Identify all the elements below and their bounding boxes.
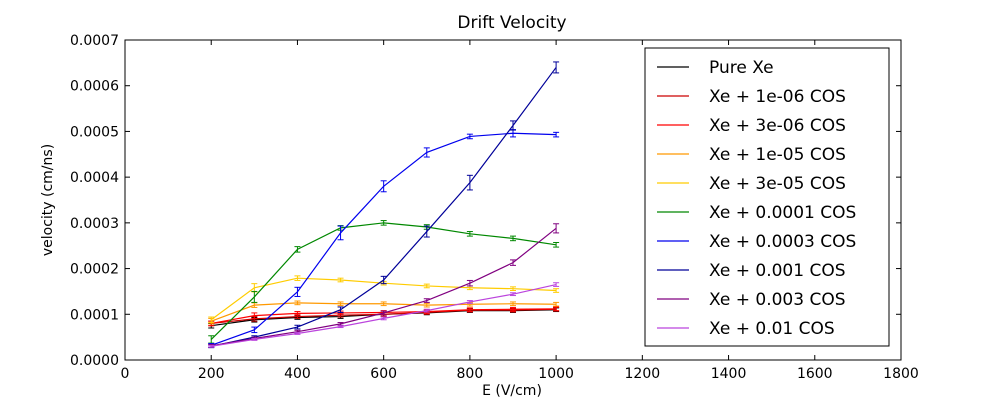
- plot-area: [208, 61, 560, 349]
- legend-label: Xe + 0.001 COS: [709, 261, 846, 281]
- y-tick-label: 0.0003: [70, 216, 119, 232]
- legend: Pure Xe Xe + 1e-06 COS Xe + 3e-06 COS Xe + …: [644, 47, 890, 347]
- series-5: [208, 220, 560, 344]
- chart-title: Drift Velocity: [457, 13, 566, 33]
- y-tick-label: 0.0004: [70, 170, 119, 186]
- legend-label: Xe + 0.0001 COS: [709, 203, 856, 223]
- legend-label: Xe + 1e-06 COS: [709, 87, 846, 107]
- legend-label: Xe + 3e-06 COS: [709, 116, 846, 136]
- legend-box: [644, 47, 890, 347]
- x-tick-label: 400: [284, 366, 311, 382]
- legend-label: Pure Xe: [709, 58, 774, 78]
- y-axis-label: velocity (cm/ns): [40, 144, 56, 256]
- x-tick-label: 200: [198, 366, 225, 382]
- y-tick-label: 0.0006: [70, 79, 119, 95]
- y-tick-label: 0.0001: [70, 307, 119, 323]
- series-9: [208, 282, 560, 348]
- x-tick-label: 1000: [538, 366, 574, 382]
- x-axis-label: E (V/cm): [482, 383, 542, 399]
- y-tick-label: 0.0002: [70, 262, 119, 278]
- series-6: [208, 129, 560, 348]
- x-tick-label: 1800: [883, 366, 919, 382]
- y-tick-label: 0.0000: [70, 353, 119, 369]
- x-tick-label: 1200: [625, 366, 661, 382]
- x-tick-label: 600: [370, 366, 397, 382]
- series-4: [208, 275, 560, 324]
- legend-label: Xe + 0.01 COS: [709, 319, 835, 339]
- x-tick-label: 1400: [711, 366, 747, 382]
- x-tick-label: 0: [121, 366, 130, 382]
- series-8: [208, 223, 560, 348]
- y-tick-label: 0.0005: [70, 124, 119, 140]
- y-tick-label: 0.0007: [70, 33, 119, 49]
- plot-frame: [124, 39, 902, 361]
- legend-label: Xe + 0.0003 COS: [709, 232, 856, 252]
- legend-label: Xe + 0.003 COS: [709, 290, 846, 310]
- series-3: [208, 300, 560, 325]
- x-tick-label: 800: [457, 366, 484, 382]
- x-tick-label: 1600: [797, 366, 833, 382]
- y-axis: 0.0000 0.0001 0.0002 0.0003 0.0004 0.0005 0.00…: [70, 33, 901, 369]
- x-axis: 0 200 400 600 800 1000 1200 1400 1600 1800: [121, 40, 919, 382]
- legend-label: Xe + 3e-05 COS: [709, 174, 846, 194]
- legend-label: Xe + 1e-05 COS: [709, 145, 846, 165]
